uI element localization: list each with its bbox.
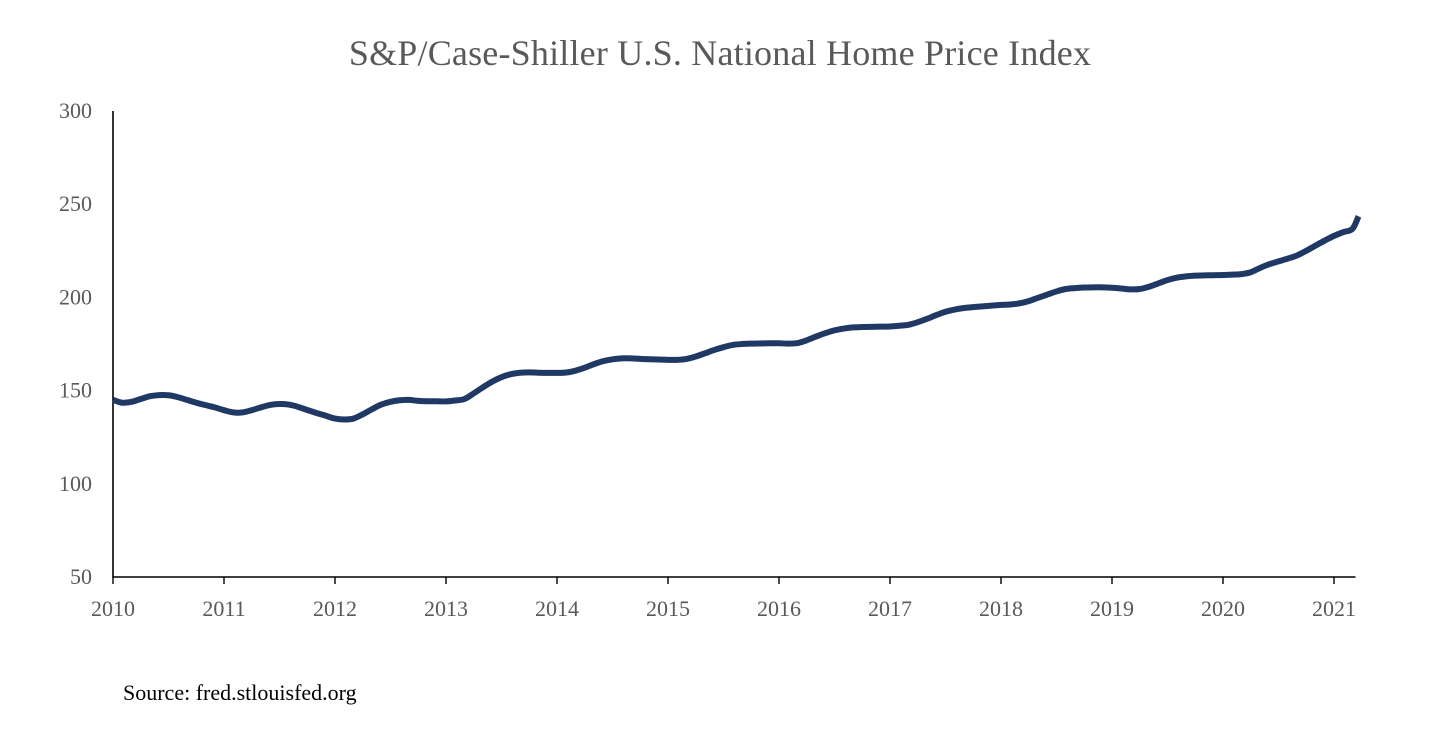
x-tick-label: 2020 xyxy=(1201,596,1245,621)
x-tick-label: 2014 xyxy=(535,596,579,621)
x-tick-label: 2018 xyxy=(979,596,1023,621)
x-tick-label: 2016 xyxy=(757,596,801,621)
x-tick-label: 2017 xyxy=(868,596,912,621)
x-tick-label: 2011 xyxy=(202,596,245,621)
x-axis-ticks: 2010 2011 2012 2013 2014 2015 2016 2017 2018 2019… xyxy=(91,577,1356,621)
x-tick-label: 2013 xyxy=(424,596,468,621)
y-tick-label: 250 xyxy=(59,191,92,216)
chart-title: S&P/Case-Shiller U.S. National Home Pric… xyxy=(348,33,1092,73)
x-tick-label: 2010 xyxy=(91,596,135,621)
source-note: Source: fred.stlouisfed.org xyxy=(123,680,357,705)
series-layer xyxy=(112,215,1362,423)
y-tick-label: 50 xyxy=(70,564,92,589)
x-tick-label: 2021 xyxy=(1312,596,1356,621)
x-tick-label: 2019 xyxy=(1090,596,1134,621)
y-tick-label: 200 xyxy=(59,284,92,309)
y-tick-label: 150 xyxy=(59,378,92,403)
series-line xyxy=(112,215,1362,423)
y-tick-label: 100 xyxy=(59,471,92,496)
x-tick-label: 2012 xyxy=(313,596,357,621)
x-tick-label: 2015 xyxy=(646,596,690,621)
y-axis-ticks: 50 100 150 200 250 300 xyxy=(59,98,92,589)
chart-axes xyxy=(112,111,1356,578)
y-tick-label: 300 xyxy=(59,98,92,123)
